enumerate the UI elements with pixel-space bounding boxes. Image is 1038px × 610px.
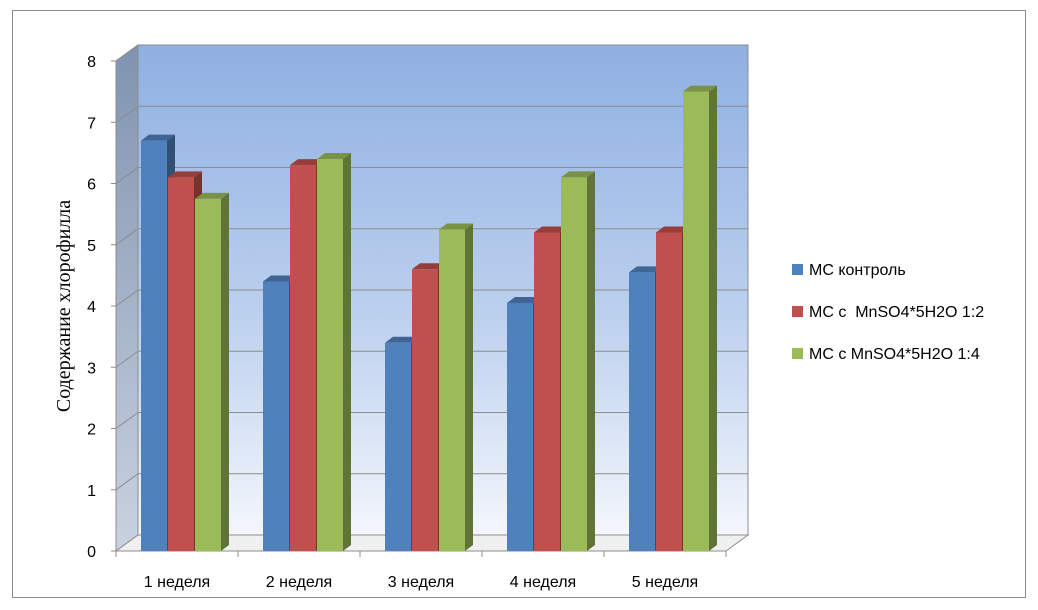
bar-front — [507, 302, 533, 551]
bar-side — [465, 223, 473, 551]
y-axis-ticks: 0 1 2 3 4 5 6 7 8 — [87, 54, 116, 561]
side-gridline — [115, 289, 139, 307]
legend-swatch — [792, 264, 803, 275]
bar — [439, 223, 473, 551]
bar-top — [534, 226, 568, 233]
bar-front — [290, 165, 316, 551]
side-gridline — [115, 473, 139, 491]
x-tick-label: 1 неделя — [144, 574, 210, 591]
bar — [683, 85, 717, 551]
bar-top — [195, 192, 229, 199]
side-gridline — [115, 105, 139, 123]
legend-entry: MC контроль — [809, 262, 906, 279]
bar — [195, 192, 229, 551]
bar-top — [141, 134, 175, 141]
y-tick-label: 1 — [87, 483, 96, 500]
side-gridline — [115, 228, 139, 246]
bar-side — [343, 153, 351, 551]
side-gridline — [115, 412, 139, 429]
bar-top — [507, 296, 541, 303]
y-tick-label: 3 — [87, 360, 96, 377]
side-gridline — [115, 44, 139, 62]
bar-side — [587, 171, 595, 551]
bar — [317, 153, 351, 551]
bar-top — [439, 223, 473, 230]
y-tick-label: 6 — [87, 177, 96, 194]
bar-top — [290, 159, 324, 166]
x-tick-label: 4 неделя — [510, 574, 576, 591]
legend: MC контроль MC с MnSO4*5H2O 1:2 MC с MnSO4… — [792, 262, 984, 363]
bar — [561, 171, 595, 551]
side-gridline — [115, 167, 139, 184]
bar-front — [412, 269, 438, 551]
bars — [141, 85, 717, 551]
bar-top — [629, 266, 663, 273]
bar-front — [656, 232, 682, 551]
x-tick-label: 5 неделя — [632, 574, 698, 591]
y-tick-label: 5 — [87, 238, 96, 255]
bar-front — [683, 91, 709, 551]
bar-top — [168, 171, 202, 178]
x-tick-label: 3 неделя — [388, 574, 454, 591]
bar-side — [709, 85, 717, 551]
bar-front — [168, 177, 194, 551]
bar-front — [195, 198, 221, 551]
bar-front — [561, 177, 587, 551]
bar-top — [656, 226, 690, 233]
x-tick-label: 2 неделя — [266, 574, 332, 591]
y-tick-label: 2 — [87, 422, 96, 439]
bar-front — [263, 281, 289, 551]
y-tick-label: 0 — [87, 544, 96, 561]
y-tick-label: 8 — [87, 54, 96, 71]
legend-entry: MC с MnSO4*5H2O 1:2 — [809, 304, 984, 321]
bar-front — [629, 272, 655, 551]
bar-front — [141, 140, 167, 551]
bar-front — [534, 232, 560, 551]
y-tick-label: 7 — [87, 115, 96, 132]
legend-swatch — [792, 306, 803, 317]
side-gridline — [115, 350, 139, 368]
bar-top — [263, 275, 297, 282]
bar-side — [221, 192, 229, 551]
bar-top — [412, 263, 446, 270]
bar-top — [561, 171, 595, 178]
bar-front — [439, 229, 465, 551]
bar-top — [683, 85, 717, 92]
bar-top — [317, 153, 351, 159]
legend-swatch — [792, 348, 803, 359]
bar-front — [317, 159, 343, 551]
y-tick-label: 4 — [87, 299, 96, 316]
bar-front — [385, 342, 411, 551]
legend-entry: MC с MnSO4*5H2O 1:4 — [809, 346, 980, 363]
x-axis-ticks: 1 неделя 2 неделя 3 неделя 4 неделя 5 неделя — [115, 551, 727, 591]
bar-top — [385, 336, 419, 343]
y-axis-label: Содержание хлорофилла — [53, 200, 75, 412]
